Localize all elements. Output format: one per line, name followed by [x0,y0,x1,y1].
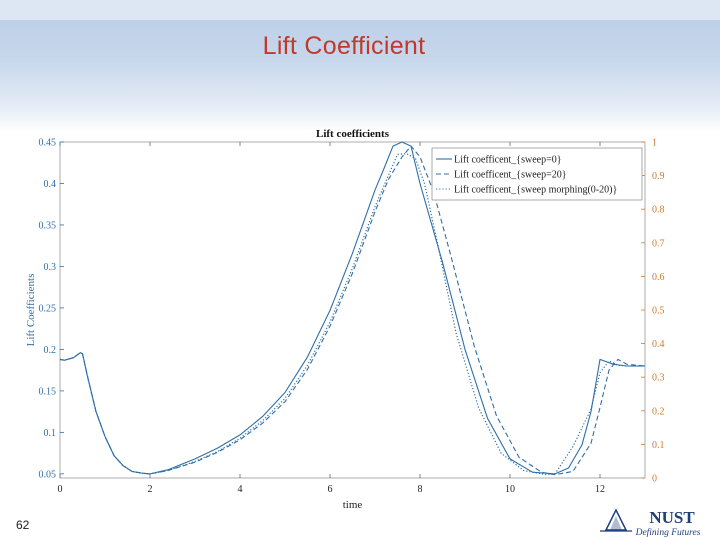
series-line-1 [59,141,645,475]
logo-name: NUST [649,508,695,527]
y-tick-label: 0.1 [44,428,57,439]
y2-tick-label: 0.9 [652,171,665,182]
y2-tick-label: 1 [652,138,657,149]
y-tick-label: 0.4 [44,179,57,190]
y-tick-label: 0.2 [44,345,57,356]
slide-number: 62 [16,518,30,532]
slide-header [0,0,720,132]
chart-series-group [59,141,646,476]
chart-axes: 0 2 4 6 8 10 120.050.10.150.20.250.30.350.40.4… [25,128,665,511]
x-tick-label: 6 [328,484,333,495]
y2-tick-label: 0.5 [652,306,665,317]
logo-tagline: Defining Futures [635,527,701,538]
slide-title: Lift Coefficient [262,32,426,60]
legend-label-3: Lift coefficent_{sweep morphing(0-20)} [454,185,617,196]
logo-emblem-icon [600,508,632,532]
x-tick-label: 0 [58,484,63,495]
series-line-3 [59,153,645,476]
y2-tick-label: 0.3 [652,373,665,384]
y2-tick-label: 0.6 [652,272,665,283]
x-tick-label: 4 [238,484,243,495]
y-axis-label: Lift Coefficients [25,274,37,347]
x-tick-label: 12 [595,484,605,495]
y2-tick-label: 0.8 [652,205,665,216]
y2-tick-label: 0.7 [652,238,665,249]
y2-tick-label: 0 [652,474,657,485]
x-tick-label: 10 [505,484,515,495]
y-tick-label: 0.15 [39,386,57,397]
x-tick-label: 8 [418,484,423,495]
series-line-2 [59,145,646,476]
y-tick-label: 0.25 [39,303,57,314]
x-tick-label: 2 [148,484,153,495]
y2-tick-label: 0.2 [652,406,665,417]
header-top-band [0,0,720,20]
x-axis-label: time [343,499,363,511]
legend-label-2: Lift coefficent_{sweep=20} [454,170,567,181]
y2-tick-label: 0.1 [652,440,665,451]
y-tick-label: 0.35 [39,220,57,231]
nust-logo: NUST Defining Futures [600,508,701,538]
legend-box [431,147,643,201]
y-tick-label: 0.05 [39,469,57,480]
chart-title: Lift coefficients [316,128,390,140]
y-tick-label: 0.3 [44,262,57,273]
y-tick-label: 0.45 [39,138,57,149]
chart-legend: Lift coefficent_{sweep=0} Lift coefficent… [431,147,643,201]
y2-tick-label: 0.4 [652,339,665,350]
legend-label-1: Lift coefficent_{sweep=0} [454,155,562,166]
